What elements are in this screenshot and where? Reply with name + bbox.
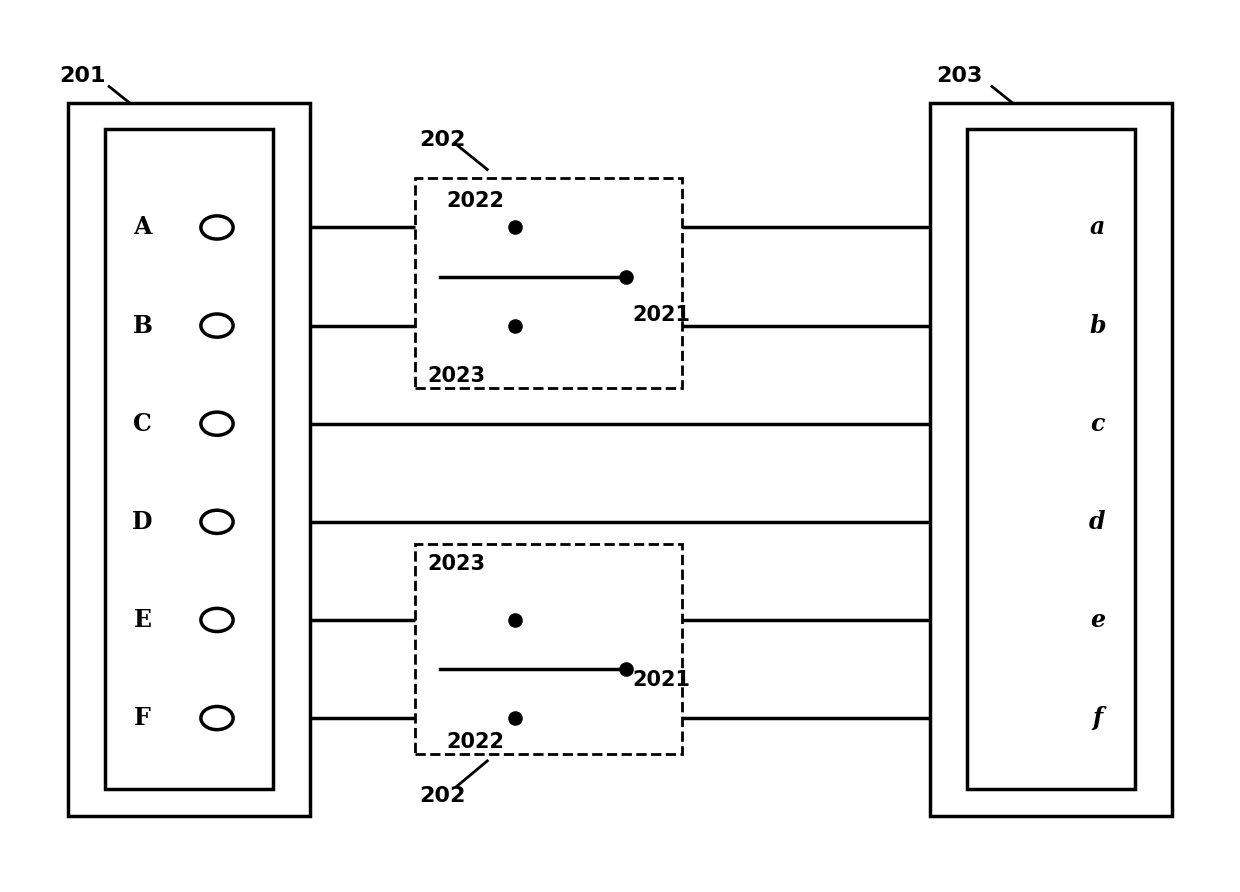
Text: 2021: 2021	[632, 670, 691, 690]
Text: c: c	[1090, 412, 1105, 435]
Point	[616, 269, 636, 284]
Text: 2021: 2021	[632, 305, 691, 325]
Point	[505, 220, 525, 235]
Bar	[415, 544, 682, 754]
Bar	[415, 178, 682, 388]
Text: 2023: 2023	[428, 554, 486, 574]
Bar	[967, 129, 1135, 789]
Text: D: D	[133, 510, 153, 533]
Text: 201: 201	[60, 66, 107, 86]
Text: C: C	[133, 412, 153, 435]
Text: 2023: 2023	[428, 367, 486, 386]
Text: B: B	[133, 314, 153, 337]
Text: 2022: 2022	[446, 732, 505, 752]
Bar	[930, 103, 1172, 816]
Text: 202: 202	[419, 130, 465, 150]
Point	[505, 318, 525, 333]
Bar	[105, 129, 273, 789]
Circle shape	[201, 706, 233, 730]
Text: E: E	[134, 608, 151, 632]
Text: 202: 202	[419, 786, 465, 805]
Circle shape	[201, 314, 233, 337]
Text: F: F	[134, 706, 151, 730]
Point	[505, 613, 525, 627]
Point	[616, 662, 636, 676]
Circle shape	[201, 608, 233, 632]
Text: 2022: 2022	[446, 191, 505, 211]
Text: A: A	[134, 216, 151, 239]
Text: d: d	[1089, 510, 1106, 533]
Text: 203: 203	[936, 66, 982, 86]
Point	[505, 711, 525, 725]
Text: a: a	[1090, 216, 1105, 239]
Circle shape	[201, 510, 233, 533]
Circle shape	[201, 216, 233, 239]
Text: f: f	[1092, 706, 1102, 730]
Text: e: e	[1090, 608, 1105, 632]
Circle shape	[201, 412, 233, 435]
Bar	[68, 103, 310, 816]
Text: b: b	[1089, 314, 1106, 337]
